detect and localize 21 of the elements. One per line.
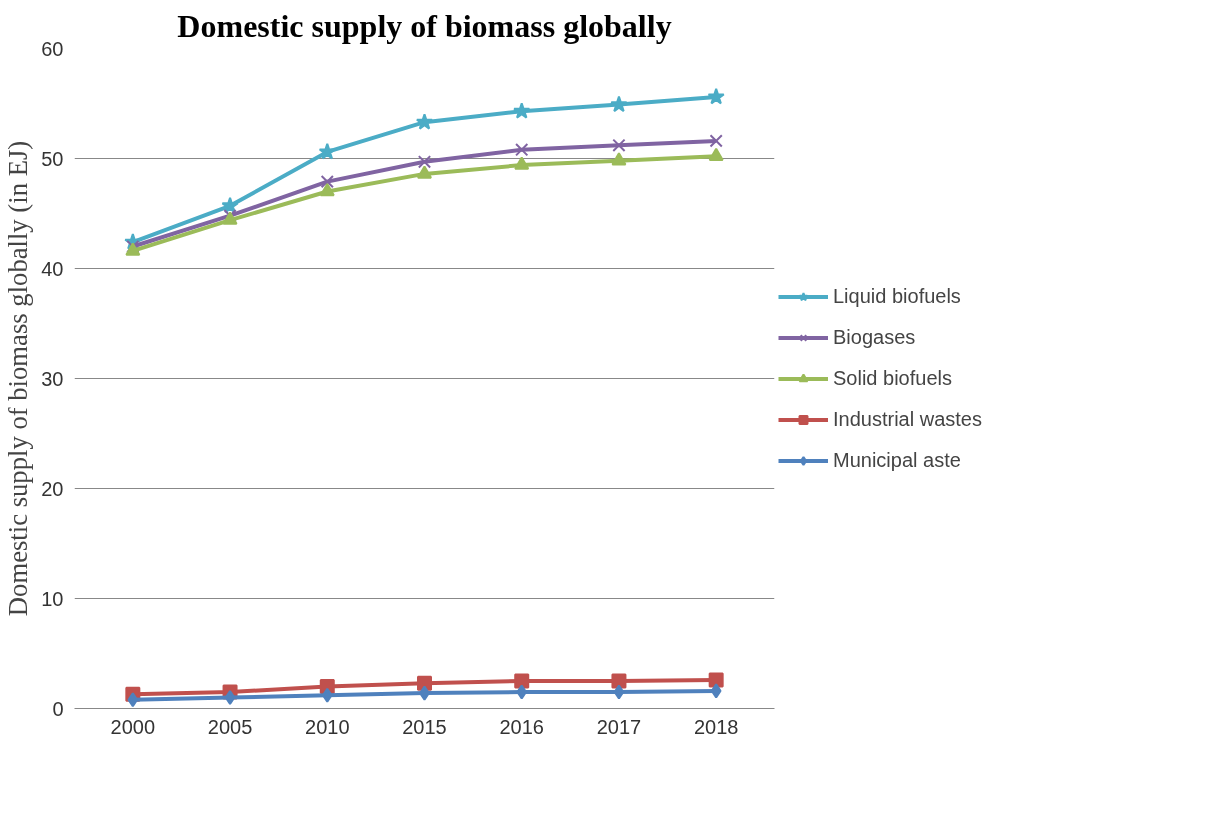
legend-label: Industrial wastes <box>833 407 982 431</box>
y-axis-title: Domestic supply of biomass globally (in EJ) <box>3 140 34 617</box>
y-tick-label: 60 <box>41 37 64 60</box>
x-tick-label: 2010 <box>305 715 350 738</box>
legend-label: Municipal aste <box>833 448 961 472</box>
x-tick-label: 2005 <box>207 715 253 738</box>
y-tick-label: 10 <box>41 587 64 610</box>
x-tick-label: 2017 <box>596 715 642 738</box>
y-tick-label: 0 <box>52 697 64 720</box>
legend-label: Liquid biofuels <box>833 284 961 308</box>
y-tick-label: 20 <box>41 477 64 500</box>
y-tick-label: 50 <box>41 147 64 170</box>
legend-label: Solid biofuels <box>833 366 952 390</box>
x-tick-label: 2015 <box>402 715 447 738</box>
x-tick-label: 2000 <box>110 715 156 738</box>
x-tick-label: 2018 <box>693 715 739 738</box>
x-tick-label: 2016 <box>499 715 544 738</box>
y-tick-label: 30 <box>41 367 64 390</box>
y-tick-label: 40 <box>41 257 64 280</box>
chart-title: Domestic supply of biomass globally <box>177 7 672 44</box>
legend-label: Biogases <box>833 325 916 349</box>
